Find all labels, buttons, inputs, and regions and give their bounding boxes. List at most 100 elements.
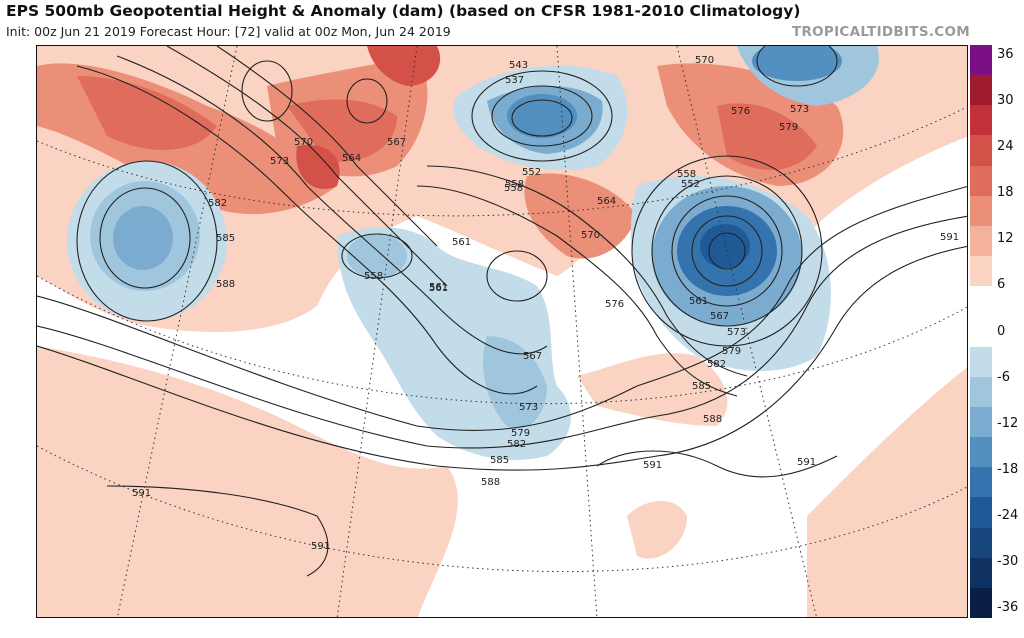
height-contour	[37, 215, 967, 449]
contour-label: 537	[505, 75, 524, 86]
map-subtitle: Init: 00z Jun 21 2019 Forecast Hour: [72…	[6, 24, 451, 39]
colorbar-label: -12	[997, 415, 1019, 431]
anomaly-region-pos	[577, 353, 728, 426]
height-contour	[416, 185, 738, 397]
height-contour	[691, 215, 763, 287]
brand-watermark: TROPICALTIDBITS.COM	[791, 24, 970, 40]
height-contour	[216, 46, 438, 247]
positive-anomaly-shading	[37, 46, 967, 617]
colorbar-segment	[970, 497, 992, 529]
height-contour	[511, 99, 573, 137]
contour-label: 585	[216, 233, 235, 244]
height-contours	[37, 46, 967, 577]
contour-label: 567	[523, 351, 542, 362]
anomaly-region-pos	[37, 346, 458, 617]
contour-label: 570	[581, 230, 600, 241]
contour-label: 582	[507, 439, 526, 450]
map-canvas: 543 537 570 576 573 579 570 573 564 567 …	[37, 46, 967, 617]
contour-label: 591	[132, 488, 151, 499]
colorbar-segment	[970, 165, 992, 197]
height-contour	[241, 60, 293, 122]
anomaly-region-neg	[113, 206, 173, 270]
contour-label: 561	[689, 296, 708, 307]
colorbar-segment	[970, 557, 992, 589]
colorbar-segment	[970, 437, 992, 468]
colorbar-segment	[970, 316, 992, 348]
contour-label: 558	[677, 169, 696, 180]
height-contour	[76, 160, 218, 322]
colorbar-segment	[970, 225, 992, 257]
contour-label: 558	[505, 179, 524, 190]
height-contour	[341, 233, 413, 279]
anomaly-colorbar	[970, 45, 992, 619]
contour-label: 558	[504, 183, 523, 194]
colorbar-label: 36	[997, 47, 1014, 62]
lat-lon-grid	[37, 46, 967, 617]
anomaly-region-neg	[347, 234, 407, 278]
colorbar-segment	[970, 45, 992, 76]
anomaly-region-pos	[367, 46, 441, 86]
contour-label: 582	[208, 198, 227, 209]
colorbar-segment	[970, 256, 992, 287]
height-contour	[491, 85, 593, 147]
height-contour	[346, 78, 388, 124]
height-contour	[116, 55, 548, 355]
colorbar-label: 12	[997, 231, 1014, 247]
contour-label: 567	[710, 311, 729, 322]
colorbar-label: -24	[997, 507, 1019, 523]
contour-label: 573	[790, 104, 809, 115]
anomaly-region-neg	[507, 94, 577, 138]
height-contour	[471, 70, 613, 162]
colorbar-label: 24	[997, 139, 1014, 155]
colorbar-segment	[970, 587, 992, 619]
colorbar-segment	[970, 376, 992, 408]
map-title: EPS 500mb Geopotential Height & Anomaly …	[6, 2, 801, 20]
anomaly-region-pos	[296, 145, 340, 190]
colorbar-segment	[970, 195, 992, 227]
contour-label: 588	[216, 279, 235, 290]
contour-label: 564	[597, 196, 616, 207]
contour-label: 585	[490, 455, 509, 466]
colorbar-label: -18	[997, 461, 1019, 477]
contour-label: 570	[695, 55, 714, 66]
height-contour	[596, 450, 838, 478]
contour-label: 588	[481, 477, 500, 488]
height-contour	[486, 250, 548, 302]
contour-label: 552	[681, 179, 700, 190]
height-contour	[426, 165, 748, 377]
colorbar-segment	[970, 527, 992, 559]
anomaly-region-pos	[807, 367, 967, 617]
anomaly-region-neg	[483, 336, 547, 429]
anomaly-region-pos	[717, 103, 817, 170]
height-contour	[756, 46, 838, 87]
colorbar-segment	[970, 105, 992, 136]
contour-label: 573	[519, 402, 538, 413]
anomaly-region-neg	[752, 46, 842, 81]
grid-line	[37, 275, 967, 405]
grid-line	[556, 46, 598, 617]
contour-label: 567	[387, 137, 406, 148]
colorbar-label: 18	[997, 185, 1014, 201]
colorbar-label: 30	[997, 93, 1014, 109]
grid-line	[336, 46, 418, 617]
contour-label: 585	[692, 381, 711, 392]
contour-label: 591	[643, 460, 662, 471]
anomaly-map: 543 537 570 576 573 579 570 573 564 567 …	[36, 45, 968, 618]
contour-label: 582	[707, 359, 726, 370]
height-contour	[106, 485, 329, 577]
contour-label: 561	[429, 283, 448, 294]
contour-label: 591	[311, 541, 330, 552]
height-contour	[37, 245, 967, 471]
colorbar-label: -6	[997, 369, 1010, 385]
colorbar-segment	[970, 467, 992, 498]
contour-label: 573	[727, 327, 746, 338]
contour-label: 558	[364, 271, 383, 282]
colorbar-segment	[970, 346, 992, 378]
height-contour	[37, 185, 967, 431]
colorbar-label: -36	[997, 600, 1019, 615]
anomaly-region-pos	[287, 99, 397, 162]
contour-label: 561	[452, 237, 471, 248]
contour-label: 579	[511, 428, 530, 439]
contour-label: 591	[797, 457, 816, 468]
contour-label: 588	[703, 414, 722, 425]
